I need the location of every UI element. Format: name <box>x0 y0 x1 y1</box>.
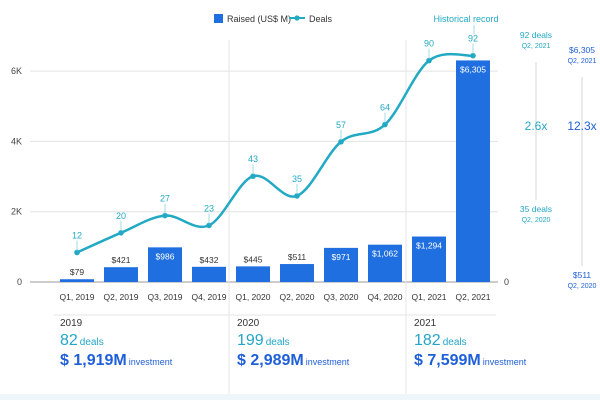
x-tick-label: Q2, 2021 <box>456 292 491 302</box>
comparison-top-period: Q2, 2021 <box>568 58 597 65</box>
x-tick-label: Q2, 2020 <box>280 292 315 302</box>
deal-point <box>118 230 124 236</box>
x-tick-label: Q1, 2020 <box>236 292 271 302</box>
year-label: 2021 <box>414 318 437 329</box>
investment-value: $ 1,919M <box>60 352 127 369</box>
comparison-bottom-value: 35 deals <box>520 204 552 214</box>
bar-value-label: $1,062 <box>372 249 398 259</box>
investment-unit: investment <box>128 357 173 367</box>
x-tick-label: Q3, 2019 <box>148 292 183 302</box>
y-tick-label: 4K <box>11 136 22 146</box>
deal-value-label: 35 <box>292 174 302 184</box>
bar-value-label: $1,294 <box>416 241 442 251</box>
bottom-strip <box>0 394 600 400</box>
deal-value-label: 27 <box>160 194 170 204</box>
comparison-top-value: 92 deals <box>520 30 552 40</box>
investment-value: $ 7,599M <box>414 352 481 369</box>
bar-value-label: $6,305 <box>460 64 486 74</box>
investment-unit: investment <box>482 357 527 367</box>
deals-count: 82 <box>60 332 78 349</box>
y-tick-label: 6K <box>11 66 22 76</box>
bar-value-label: $971 <box>332 252 351 262</box>
bar-value-label: $511 <box>288 252 307 262</box>
bar <box>60 279 94 282</box>
bar <box>236 266 270 282</box>
deals-count: 199 <box>237 332 264 349</box>
deals-count: 182 <box>414 332 441 349</box>
x-tick-label: Q1, 2019 <box>60 292 95 302</box>
bar-value-label: $421 <box>112 255 131 265</box>
deal-point <box>338 138 344 145</box>
deals-unit: deals <box>442 337 467 348</box>
deal-point <box>74 249 80 256</box>
year-summary-2021: 2021 182 deals $ 7,599M investment <box>414 318 584 370</box>
comparison-multiplier: 12.3x <box>567 119 596 133</box>
deal-point <box>206 222 212 229</box>
investment-value: $ 2,989M <box>237 352 304 369</box>
deal-point <box>294 193 300 199</box>
bar-value-label: $79 <box>70 267 84 277</box>
x-tick-label: Q4, 2019 <box>192 292 227 302</box>
bar <box>412 236 446 282</box>
bar <box>368 244 402 282</box>
investment-unit: investment <box>305 357 350 367</box>
deal-value-label: 92 <box>468 34 478 44</box>
year-summary-2020: 2020 199 deals $ 2,989M investment <box>237 318 407 370</box>
deal-point <box>162 212 168 219</box>
y2-tick-label: 0 <box>504 277 509 287</box>
annotation-historical-record: Historical record <box>433 14 498 24</box>
bar-value-label: $986 <box>156 251 175 261</box>
deal-value-label: 57 <box>336 120 346 130</box>
comparison-top-period: Q2, 2021 <box>522 43 551 50</box>
deal-value-label: 90 <box>424 39 434 49</box>
bar <box>192 266 226 282</box>
y-tick-label: 0 <box>17 277 22 287</box>
deal-value-label: 64 <box>380 103 390 113</box>
legend-bar-label: Raised (US$ M) <box>227 14 291 24</box>
legend-line-label: Deals <box>309 14 333 24</box>
deal-point <box>470 52 476 59</box>
deals-line <box>76 52 474 254</box>
x-tick-label: Q2, 2019 <box>104 292 139 302</box>
comparison-top-value: $6,305 <box>569 45 595 55</box>
year-summary-2019: 2019 82 deals $ 1,919M investment <box>60 318 230 370</box>
comparison-bottom-period: Q2, 2020 <box>522 217 551 224</box>
deal-value-label: 12 <box>72 230 82 240</box>
deal-point <box>382 121 388 128</box>
year-label: 2019 <box>60 318 83 329</box>
bar <box>148 247 182 282</box>
legend-line-marker <box>294 15 300 21</box>
deal-value-label: 43 <box>248 154 258 164</box>
bar-value-label: $432 <box>200 255 219 265</box>
legend-bar-swatch <box>214 14 223 23</box>
bar <box>456 60 490 282</box>
y-tick-label: 2K <box>11 207 22 217</box>
bar <box>324 247 358 282</box>
year-label: 2020 <box>237 318 260 329</box>
x-tick-label: Q1, 2021 <box>412 292 447 302</box>
deal-point <box>250 173 256 180</box>
bar <box>280 264 314 282</box>
deal-value-label: 23 <box>204 203 214 213</box>
comparison-bottom-value: $511 <box>573 270 592 280</box>
deal-point <box>426 57 432 64</box>
deal-value-label: 20 <box>116 211 126 221</box>
x-tick-label: Q3, 2020 <box>324 292 359 302</box>
bar-value-label: $445 <box>244 254 263 264</box>
comparison-bottom-period: Q2, 2020 <box>568 283 597 290</box>
x-tick-label: Q4, 2020 <box>368 292 403 302</box>
deals-unit: deals <box>79 337 104 348</box>
comparison-multiplier: 2.6x <box>525 119 548 133</box>
deals-unit: deals <box>265 337 290 348</box>
bar <box>104 267 138 282</box>
